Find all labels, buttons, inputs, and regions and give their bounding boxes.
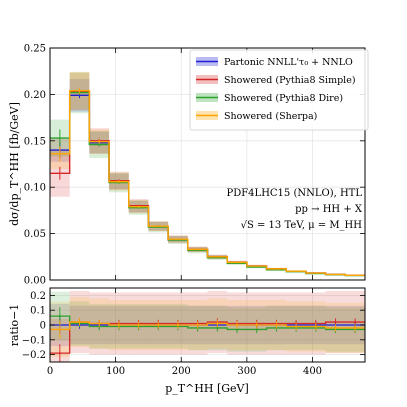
ratio-point-3-bin-3 [117,324,120,326]
ratio-x-tick-label: 300 [237,366,256,377]
ratio-point-3-bin-14 [334,326,337,329]
ratio-x-tick-label: 0 [47,366,53,377]
ratio-point-3-bin-13 [314,325,317,328]
annotation-pdf: PDF4LHC15 (NNLO), HTL [227,188,363,199]
ratio-point-2-bin-9 [236,328,239,331]
process-annotation: PDF4LHC15 (NNLO), HTL pp → HH + X √S = 1… [227,188,363,231]
ratio-point-3-bin-6 [176,324,179,326]
ratio-series-line-3 [50,321,365,331]
legend-entry-sherpa: Showered (Sherpa) [196,111,317,122]
legend-box [189,49,369,131]
ratio-plot-area: −0.2 −0.1 0 0.1 0.2 0 100 200 300 400 [22,287,366,377]
ratio-point-3-bin-7 [196,324,199,326]
x-axis-title: p_T^HH [GeV] [165,382,249,395]
ratio-point-3-bin-11 [275,324,278,326]
ratio-series-line-2 [50,315,365,331]
ratio-point-3-bin-8 [216,322,219,325]
ratio-point-3-bin-2 [98,322,101,325]
ratio-point-3-bin-5 [157,324,160,326]
ratio-y-tick-label: −0.1 [22,335,46,346]
ratio-point-2-bin-0 [58,315,61,318]
y-axis-title-ratio: ratio−1 [8,304,21,347]
main-y-tick-label: 0.00 [24,276,46,287]
ratio-x-tick-label: 100 [106,366,125,377]
ratio-point-2-bin-10 [255,328,258,331]
legend-label-sherpa: Showered (Sherpa) [224,111,317,122]
legend-label-partonic: Partonic NNLL'τ₀ + NNLO [224,57,353,68]
main-y-tick-label: 0.25 [24,44,46,55]
ratio-point-3-bin-1 [78,321,81,324]
ratio-point-3-bin-10 [255,324,258,326]
ratio-point-3-bin-15 [354,326,357,329]
ratio-point-1-bin-0 [58,352,61,355]
ratio-point-3-bin-4 [137,324,140,326]
legend-entry-pythia-dire: Showered (Pythia8 Dire) [196,93,343,104]
main-series-line-3 [50,89,365,277]
ratio-point-1-bin-15 [354,321,357,324]
legend-label-pythia-simple: Showered (Pythia8 Simple) [224,75,356,86]
ratio-y-tick-label: 0 [40,321,46,332]
annotation-process: pp → HH + X [295,204,363,215]
ratio-y-tick-label: 0.2 [30,291,46,302]
ratio-point-3-bin-9 [236,324,239,326]
main-plot-frame [49,47,366,281]
ratio-x-tick-label: 200 [172,366,191,377]
main-y-tick-label: 0.05 [24,229,46,240]
annotation-energy: √S = 13 TeV, μ = M_HH [241,220,363,231]
legend: Partonic NNLL'τ₀ + NNLO Showered (Pythia… [189,49,369,131]
legend-entry-pythia-simple: Showered (Pythia8 Simple) [196,75,356,86]
main-y-tick-label: 0.20 [24,90,46,101]
ratio-point-3-bin-0 [58,328,61,331]
ratio-y-tick-label: −0.2 [22,350,46,361]
ratio-x-tick-label: 400 [303,366,322,377]
ratio-point-1-bin-14 [334,321,337,324]
main-y-tick-label: 0.15 [24,136,46,147]
ratio-y-tick-label: 0.1 [30,306,46,317]
legend-entry-partonic: Partonic NNLL'τ₀ + NNLO [196,57,353,68]
ratio-point-3-bin-12 [295,325,298,328]
main-y-tick-label: 0.10 [24,183,46,194]
legend-label-pythia-dire: Showered (Pythia8 Dire) [224,93,343,104]
ratio-point-2-bin-8 [216,326,219,329]
y-axis-title-main: dσ/dp_T^HH [fb/GeV] [8,102,21,226]
